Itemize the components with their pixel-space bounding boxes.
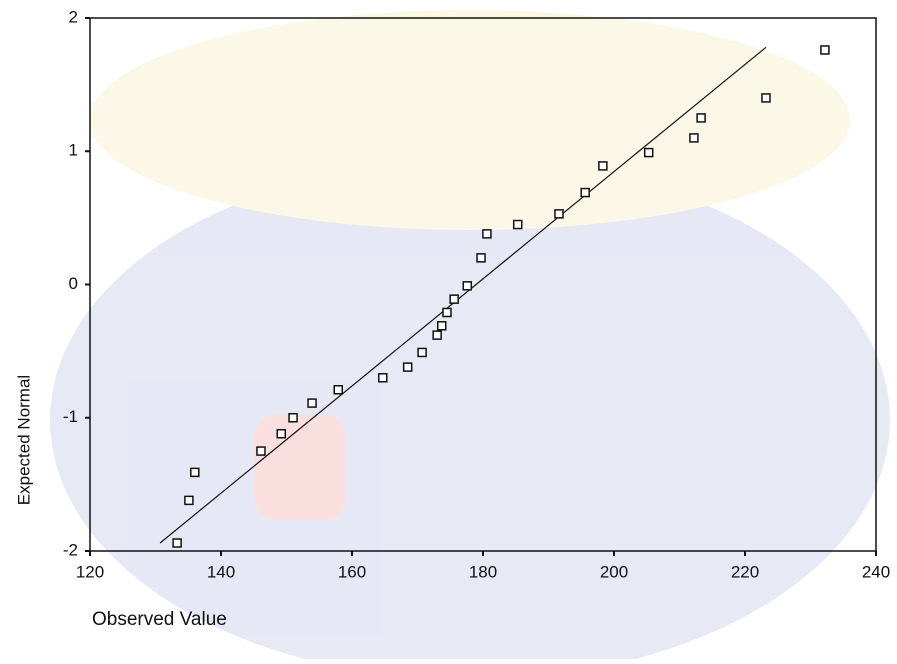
- x-tick-label: 240: [862, 562, 890, 581]
- y-tick-label: 1: [69, 141, 78, 160]
- x-tick-label: 120: [76, 562, 104, 581]
- point: [438, 322, 446, 330]
- point: [257, 447, 265, 455]
- point: [289, 414, 297, 422]
- x-tick-label: 180: [469, 562, 497, 581]
- x-tick-label: 160: [338, 562, 366, 581]
- point: [483, 230, 491, 238]
- point: [379, 374, 387, 382]
- point: [599, 162, 607, 170]
- point: [450, 295, 458, 303]
- point: [418, 348, 426, 356]
- x-axis-label: Observed Value: [92, 609, 227, 630]
- point: [433, 331, 441, 339]
- point: [404, 363, 412, 371]
- point: [514, 221, 522, 229]
- chart: Expected Normal Observed Value -2 -1 0 1 2 12…: [0, 0, 897, 659]
- point: [308, 399, 316, 407]
- x-tick-label: 220: [731, 562, 759, 581]
- x-tick-label: 200: [600, 562, 628, 581]
- point: [697, 114, 705, 122]
- y-tick-label: 2: [69, 7, 78, 26]
- point: [581, 189, 589, 197]
- point: [690, 134, 698, 142]
- point: [191, 468, 199, 476]
- y-tick-label: -1: [63, 407, 78, 426]
- point: [477, 254, 485, 262]
- point: [555, 210, 563, 218]
- y-tick-label: -2: [63, 540, 78, 559]
- y-tick-label: 0: [69, 274, 78, 293]
- x-tick-label: 140: [207, 562, 235, 581]
- point: [443, 308, 451, 316]
- point: [463, 282, 471, 290]
- point: [762, 94, 770, 102]
- point: [277, 430, 285, 438]
- point: [821, 46, 829, 54]
- point: [173, 539, 181, 547]
- y-axis-label: Expected Normal: [14, 375, 33, 505]
- page: {"chart_data": { "type": "scatter", "x_l…: [0, 0, 897, 659]
- point: [185, 496, 193, 504]
- point: [334, 386, 342, 394]
- point: [645, 149, 653, 157]
